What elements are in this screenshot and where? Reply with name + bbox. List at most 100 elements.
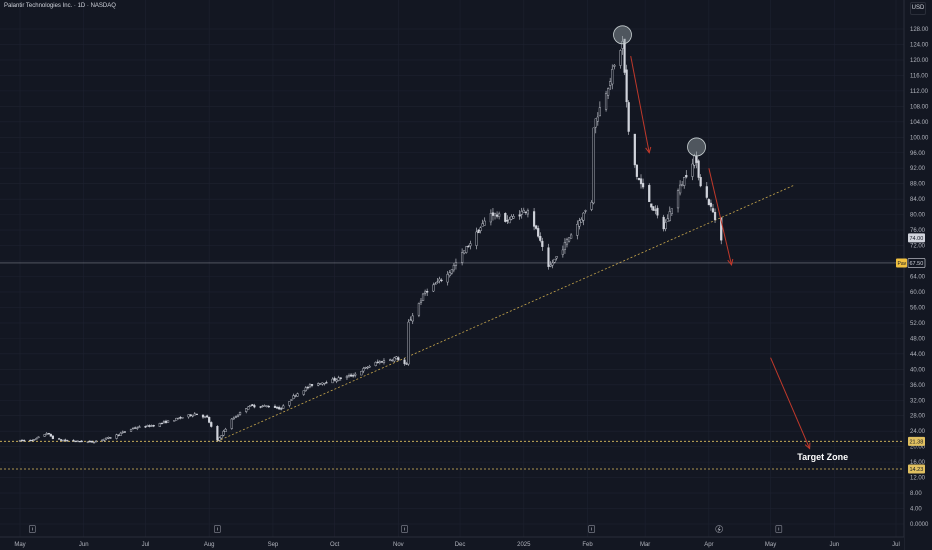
candle-body xyxy=(498,213,501,217)
candle-body xyxy=(465,246,468,253)
candle-body xyxy=(134,427,137,429)
candle-body xyxy=(607,88,610,96)
candle-body xyxy=(103,438,106,441)
target-zone-label: Target Zone xyxy=(797,452,848,462)
candle-body xyxy=(138,426,141,428)
candle-body xyxy=(678,184,682,194)
candle-body xyxy=(117,434,120,436)
price-axis[interactable]: 0.0000 4.00 8.00 12.00 16.00 20.00 24.00 28.00 3… xyxy=(910,27,929,528)
candle-body xyxy=(308,384,312,388)
candle-body xyxy=(263,405,266,407)
candle-body xyxy=(35,438,38,440)
candle-body xyxy=(469,243,472,247)
price-tick-label: 76.00 xyxy=(910,228,926,234)
candle-body xyxy=(580,219,583,223)
candle-body xyxy=(598,107,601,117)
candle-body xyxy=(409,319,412,321)
price-tag-text: Pav xyxy=(898,261,907,267)
candle-body xyxy=(317,383,320,386)
candle-body xyxy=(191,414,194,417)
candle-body xyxy=(452,265,455,271)
candle-body xyxy=(681,184,684,187)
candle-body xyxy=(352,375,355,377)
candle-body xyxy=(203,416,207,418)
candle-body xyxy=(407,321,410,365)
candle-body xyxy=(158,423,161,427)
candle-body xyxy=(426,291,429,293)
candle-body xyxy=(47,432,50,435)
candle-body xyxy=(532,211,536,227)
candle-body xyxy=(249,405,252,407)
candle-body xyxy=(173,420,176,422)
candle-body xyxy=(319,383,322,385)
candle-body xyxy=(74,440,77,443)
candle-body xyxy=(621,41,624,49)
candle-body xyxy=(234,416,238,418)
candle-body xyxy=(695,156,698,163)
price-tick-label: 96.00 xyxy=(910,151,926,157)
candle-body xyxy=(247,406,250,410)
candle-body xyxy=(152,425,155,427)
candle-body xyxy=(508,219,511,224)
candle-body xyxy=(23,440,26,442)
candle-body xyxy=(512,215,515,219)
candle-body xyxy=(518,214,521,217)
candle-body xyxy=(45,433,48,435)
symbol-title: Palantir Technologies Inc. · 1D · NASDAQ xyxy=(4,3,116,9)
candle-body xyxy=(121,431,124,433)
candle-body xyxy=(175,417,178,421)
candle-body xyxy=(604,93,608,110)
candle-body xyxy=(489,213,493,223)
time-tick-label: Sep xyxy=(268,542,279,548)
time-tick-label: May xyxy=(765,542,776,548)
down-arrow-head xyxy=(727,258,734,267)
candle-body xyxy=(378,361,381,363)
candle-body xyxy=(232,417,235,420)
candle-body xyxy=(88,441,92,443)
time-axis[interactable]: May Jun Jul Aug Sep Oct Nov Dec 2025 Feb Mar Apr May… xyxy=(14,542,900,548)
candle-body xyxy=(434,283,437,285)
candle-body xyxy=(639,178,643,185)
candle-body xyxy=(210,422,213,427)
candle-body xyxy=(685,175,688,178)
price-tick-label: 44.00 xyxy=(910,352,926,358)
down-arrow-head xyxy=(645,146,652,154)
time-tick-label: May xyxy=(14,542,25,548)
price-label-text: 67.50 xyxy=(910,261,924,267)
candle-body xyxy=(510,216,513,220)
price-tick-label: 80.00 xyxy=(910,213,926,219)
candle-body xyxy=(656,207,659,216)
candle-body xyxy=(707,199,710,206)
candle-body xyxy=(463,250,466,254)
candle-body xyxy=(201,414,205,418)
candle-body xyxy=(454,262,458,266)
candle-body xyxy=(446,274,449,283)
candle-body xyxy=(362,368,365,372)
candle-body xyxy=(31,439,34,442)
candle-body xyxy=(288,401,291,406)
candle-body xyxy=(448,272,451,276)
candle-body xyxy=(609,81,612,86)
price-label-box xyxy=(908,464,925,474)
candle-body xyxy=(238,411,242,415)
price-tick-label: 8.00 xyxy=(910,491,922,497)
candle-body xyxy=(216,426,219,441)
price-tick-label: 108.00 xyxy=(910,104,929,110)
candle-body xyxy=(483,220,486,226)
candle-body xyxy=(230,418,233,429)
candle-body xyxy=(565,239,569,245)
candle-body xyxy=(676,190,680,209)
candle-body xyxy=(611,69,614,85)
candle-body xyxy=(296,393,299,397)
down-arrow-shaft xyxy=(770,357,811,449)
candle-body xyxy=(349,374,353,377)
currency-button[interactable]: USD xyxy=(910,2,926,15)
candle-body xyxy=(29,439,32,442)
candle-body xyxy=(323,382,326,385)
candle-body xyxy=(664,222,667,230)
candle-body xyxy=(33,439,36,441)
candle-body xyxy=(275,407,279,409)
candle-body xyxy=(136,427,139,429)
candle-body xyxy=(57,438,61,440)
